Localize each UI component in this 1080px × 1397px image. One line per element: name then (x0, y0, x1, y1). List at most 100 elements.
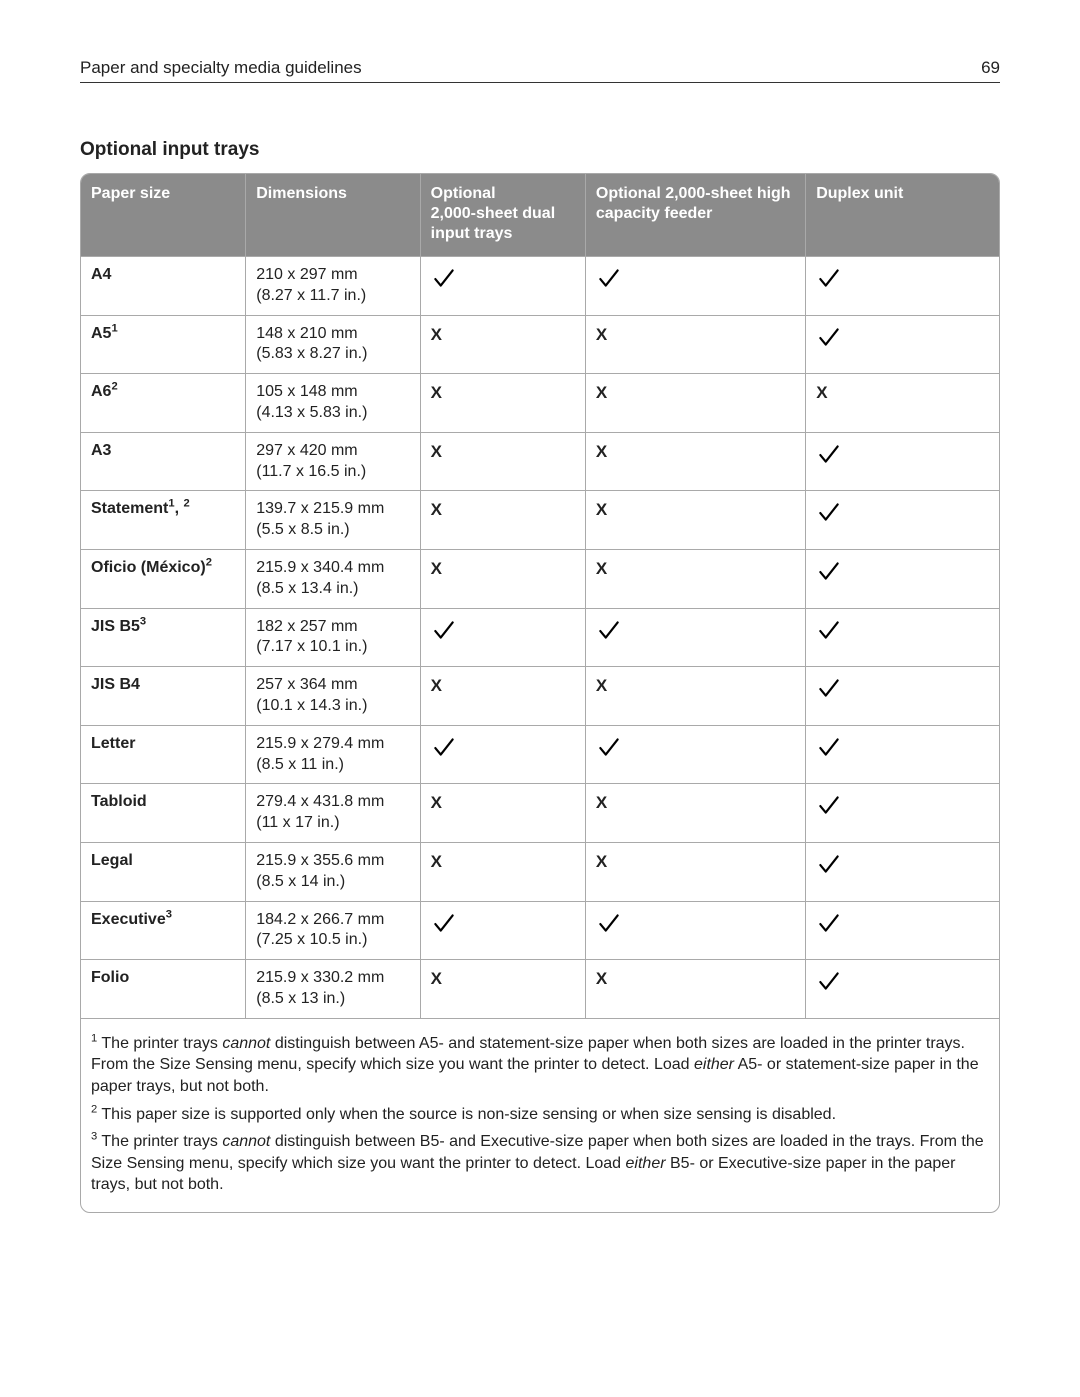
dimensions-cell: 215.9 x 279.4 mm (8.5 x 11 in.) (246, 725, 420, 784)
footnote: 1 The printer trays cannot distinguish b… (91, 1033, 989, 1098)
col-header: Duplex unit (806, 174, 999, 256)
table-row: A4210 x 297 mm (8.27 x 11.7 in.) (81, 256, 999, 315)
check-icon (816, 328, 842, 345)
support-cell: X (586, 432, 806, 491)
support-cell: X (806, 373, 999, 432)
check-icon (816, 562, 842, 579)
col-header: Paper size (81, 174, 246, 256)
dimensions-cell: 215.9 x 355.6 mm (8.5 x 14 in.) (246, 842, 420, 901)
table-row: Executive3184.2 x 266.7 mm (7.25 x 10.5 … (81, 901, 999, 960)
dimensions-cell: 182 x 257 mm (7.17 x 10.1 in.) (246, 608, 420, 667)
check-icon (431, 914, 457, 931)
table-row: A3297 x 420 mm (11.7 x 16.5 in.)XX (81, 432, 999, 491)
dimensions-cell: 279.4 x 431.8 mm (11 x 17 in.) (246, 783, 420, 842)
x-icon: X (596, 852, 607, 871)
support-cell: X (421, 666, 586, 725)
support-cell: X (586, 373, 806, 432)
support-cell (806, 256, 999, 315)
support-cell (421, 901, 586, 960)
dimensions-cell: 139.7 x 215.9 mm (5.5 x 8.5 in.) (246, 490, 420, 549)
support-cell (421, 256, 586, 315)
support-cell (806, 490, 999, 549)
x-icon: X (816, 383, 827, 402)
support-cell (421, 608, 586, 667)
support-cell (806, 666, 999, 725)
support-cell (806, 725, 999, 784)
support-cell (806, 549, 999, 608)
support-cell: X (421, 842, 586, 901)
x-icon: X (431, 383, 442, 402)
support-cell: X (421, 549, 586, 608)
paper-size-cell: A4 (81, 256, 246, 315)
col-header: Optional 2,000‑sheet high capacity feede… (586, 174, 806, 256)
support-cell (421, 725, 586, 784)
dimensions-cell: 210 x 297 mm (8.27 x 11.7 in.) (246, 256, 420, 315)
dimensions-cell: 215.9 x 340.4 mm (8.5 x 13.4 in.) (246, 549, 420, 608)
support-cell (806, 959, 999, 1018)
support-cell (806, 608, 999, 667)
support-cell: X (421, 315, 586, 374)
table-row: A62105 x 148 mm (4.13 x 5.83 in.)XXX (81, 373, 999, 432)
table-header-row: Paper size Dimensions Optional 2,000‑she… (81, 174, 999, 256)
spec-table: Paper size Dimensions Optional 2,000‑she… (81, 174, 999, 1018)
x-icon: X (596, 325, 607, 344)
paper-size-cell: JIS B4 (81, 666, 246, 725)
footnote: 2 This paper size is supported only when… (91, 1104, 989, 1126)
x-icon: X (431, 500, 442, 519)
support-cell (586, 608, 806, 667)
paper-size-cell: A3 (81, 432, 246, 491)
support-cell: X (421, 373, 586, 432)
support-cell: X (586, 783, 806, 842)
check-icon (431, 621, 457, 638)
check-icon (816, 445, 842, 462)
x-icon: X (596, 383, 607, 402)
table-row: JIS B53182 x 257 mm (7.17 x 10.1 in.) (81, 608, 999, 667)
check-icon (596, 914, 622, 931)
check-icon (596, 738, 622, 755)
section-title: Optional input trays (80, 139, 1000, 161)
check-icon (816, 797, 842, 814)
x-icon: X (596, 969, 607, 988)
footnote: 3 The printer trays cannot distinguish b… (91, 1131, 989, 1196)
col-header: Dimensions (246, 174, 420, 256)
support-cell (806, 315, 999, 374)
paper-size-cell: Oficio (México)2 (81, 549, 246, 608)
x-icon: X (431, 852, 442, 871)
dimensions-cell: 105 x 148 mm (4.13 x 5.83 in.) (246, 373, 420, 432)
dimensions-cell: 257 x 364 mm (10.1 x 14.3 in.) (246, 666, 420, 725)
paper-size-cell: JIS B53 (81, 608, 246, 667)
running-title: Paper and specialty media guidelines (80, 58, 362, 78)
table-row: Letter215.9 x 279.4 mm (8.5 x 11 in.) (81, 725, 999, 784)
table-row: Folio215.9 x 330.2 mm (8.5 x 13 in.)XX (81, 959, 999, 1018)
table-row: JIS B4257 x 364 mm (10.1 x 14.3 in.)XX (81, 666, 999, 725)
paper-size-cell: Legal (81, 842, 246, 901)
support-cell: X (586, 315, 806, 374)
table-row: Oficio (México)2215.9 x 340.4 mm (8.5 x … (81, 549, 999, 608)
support-cell (586, 256, 806, 315)
check-icon (816, 855, 842, 872)
paper-size-cell: Executive3 (81, 901, 246, 960)
check-icon (816, 914, 842, 931)
support-cell: X (421, 432, 586, 491)
paper-size-cell: Statement1, 2 (81, 490, 246, 549)
paper-size-cell: Letter (81, 725, 246, 784)
check-icon (816, 738, 842, 755)
table-row: A51148 x 210 mm (5.83 x 8.27 in.)XX (81, 315, 999, 374)
x-icon: X (431, 325, 442, 344)
x-icon: X (596, 793, 607, 812)
footnotes: 1 The printer trays cannot distinguish b… (81, 1018, 999, 1212)
x-icon: X (596, 442, 607, 461)
check-icon (816, 972, 842, 989)
x-icon: X (596, 676, 607, 695)
dimensions-cell: 184.2 x 266.7 mm (7.25 x 10.5 in.) (246, 901, 420, 960)
check-icon (816, 504, 842, 521)
support-cell (806, 783, 999, 842)
col-header: Optional 2,000‑sheet dual input trays (421, 174, 586, 256)
x-icon: X (431, 969, 442, 988)
x-icon: X (596, 559, 607, 578)
x-icon: X (431, 442, 442, 461)
check-icon (431, 269, 457, 286)
paper-size-cell: Tabloid (81, 783, 246, 842)
check-icon (816, 269, 842, 286)
check-icon (596, 269, 622, 286)
